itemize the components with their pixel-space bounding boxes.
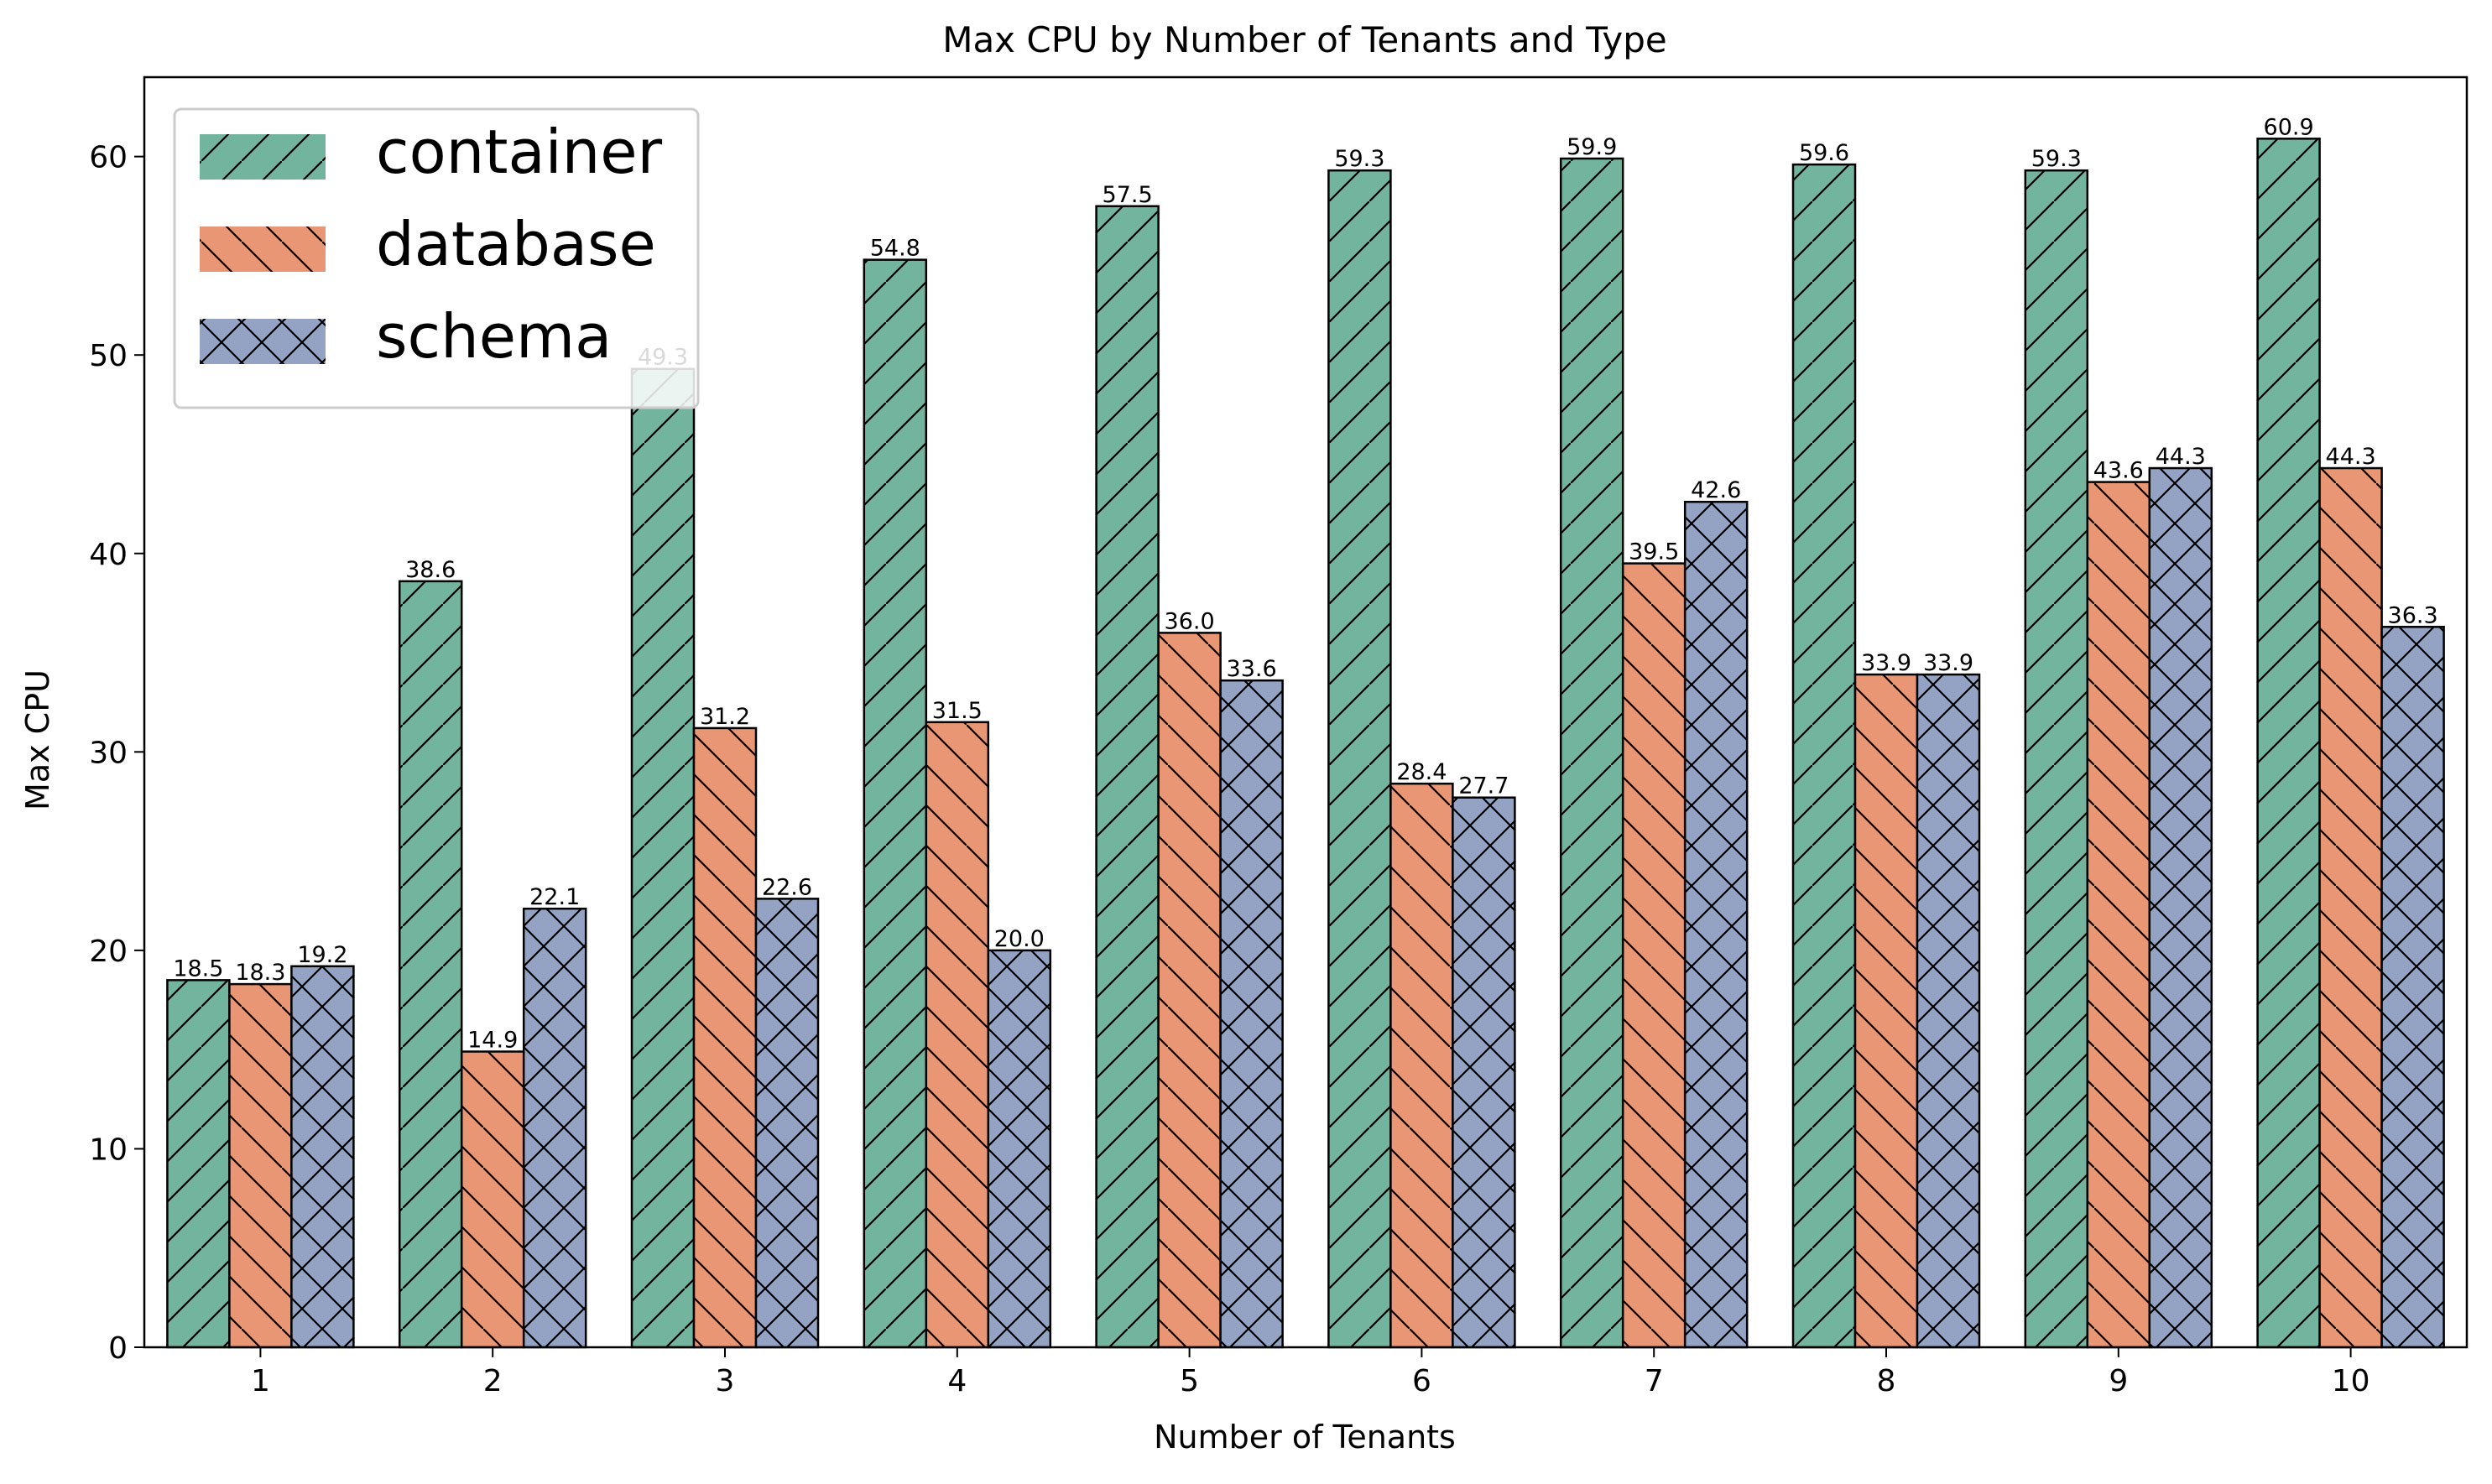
data-label-database-5: 36.0 (1165, 608, 1215, 634)
data-label-database-2: 14.9 (467, 1028, 518, 1054)
data-label-database-9: 43.6 (2093, 458, 2144, 484)
bar-schema-7 (1683, 500, 1749, 1349)
bar-container-8 (1791, 163, 1857, 1349)
bar-container-2 (398, 580, 463, 1349)
data-label-database-4: 31.5 (932, 698, 983, 724)
bar-schema-2 (522, 907, 587, 1349)
bar-container-4 (863, 258, 928, 1349)
bar-schema-10 (2380, 626, 2445, 1349)
x-tick-label-1: 1 (251, 1364, 270, 1398)
data-label-schema-8: 33.9 (1923, 650, 1973, 676)
bar-container-10 (2256, 138, 2321, 1349)
data-label-schema-7: 42.6 (1691, 477, 1741, 503)
data-label-container-5: 57.5 (1103, 182, 1153, 208)
data-label-database-6: 28.4 (1396, 759, 1447, 785)
data-label-database-1: 18.3 (235, 960, 285, 986)
bar-schema-9 (2148, 466, 2213, 1349)
bar-database-8 (1853, 673, 1919, 1349)
x-tick-label-5: 5 (1180, 1364, 1199, 1398)
x-axis-label: Number of Tenants (1154, 1419, 1456, 1455)
chart-title: Max CPU by Number of Tenants and Type (942, 19, 1667, 60)
bar-database-3 (692, 726, 758, 1349)
data-label-schema-10: 36.3 (2388, 602, 2438, 628)
legend-label-container: container (376, 117, 663, 187)
data-label-schema-2: 22.1 (529, 884, 580, 910)
y-tick-label-0: 0 (108, 1331, 128, 1366)
y-tick-label-40: 40 (89, 538, 128, 572)
data-label-schema-6: 27.7 (1458, 773, 1509, 799)
bar-database-9 (2086, 481, 2151, 1349)
axes-layer: 1 2 3 4 5 6 7 8 9 10 0 10 20 30 40 50 60 (89, 76, 2469, 1398)
data-label-database-10: 44.3 (2326, 444, 2376, 470)
bar-database-2 (460, 1050, 525, 1349)
bar-schema-5 (1219, 679, 1284, 1349)
y-tick-label-60: 60 (89, 141, 128, 175)
data-label-database-3: 31.2 (700, 704, 750, 730)
y-tick-label-10: 10 (89, 1133, 128, 1167)
data-label-schema-4: 20.0 (994, 926, 1045, 952)
bar-database-5 (1157, 632, 1222, 1349)
bar-database-6 (1389, 782, 1454, 1349)
bar-container-9 (2024, 169, 2089, 1349)
bars-layer (166, 138, 2445, 1349)
data-label-database-7: 39.5 (1629, 539, 1679, 565)
y-tick-label-50: 50 (89, 339, 128, 373)
data-labels-layer: 18.518.319.238.614.922.149.331.222.654.8… (173, 114, 2437, 1053)
x-tick-label-3: 3 (716, 1364, 735, 1398)
legend-swatch-schema (200, 319, 326, 364)
bar-container-6 (1327, 169, 1392, 1349)
plot-frame (143, 76, 2469, 1349)
data-label-container-9: 59.3 (2031, 146, 2082, 172)
data-label-container-7: 59.9 (1567, 134, 1617, 160)
bar-container-1 (166, 979, 231, 1349)
x-tick-label-2: 2 (483, 1364, 503, 1398)
legend: container database schema (173, 107, 700, 409)
y-tick-label-30: 30 (89, 736, 128, 770)
data-label-schema-5: 33.6 (1227, 656, 1277, 682)
data-label-container-2: 38.6 (405, 557, 456, 583)
bar-container-7 (1559, 157, 1624, 1349)
legend-swatch-database (200, 227, 326, 272)
bar-schema-1 (290, 965, 355, 1349)
data-label-container-6: 59.3 (1334, 146, 1384, 172)
data-label-schema-1: 19.2 (297, 942, 347, 968)
x-tick-label-7: 7 (1645, 1364, 1664, 1398)
data-label-schema-9: 44.3 (2156, 444, 2206, 470)
y-tick-label-20: 20 (89, 935, 128, 969)
bar-database-10 (2318, 466, 2383, 1349)
bar-container-5 (1095, 205, 1160, 1349)
data-label-database-8: 33.9 (1861, 650, 1911, 676)
data-label-container-10: 60.9 (2264, 114, 2314, 140)
x-tick-label-6: 6 (1412, 1364, 1431, 1398)
bar-database-7 (1621, 562, 1687, 1349)
legend-label-database: database (376, 209, 656, 279)
bar-container-3 (630, 367, 696, 1349)
bar-database-1 (228, 982, 293, 1349)
bar-database-4 (925, 721, 990, 1349)
data-label-container-4: 54.8 (870, 236, 920, 262)
data-label-container-1: 18.5 (173, 955, 223, 982)
x-tick-label-10: 10 (2332, 1364, 2370, 1398)
data-label-schema-3: 22.6 (762, 874, 812, 900)
bar-schema-8 (1916, 673, 1981, 1349)
x-tick-label-9: 9 (2109, 1364, 2128, 1398)
x-tick-label-4: 4 (947, 1364, 967, 1398)
legend-label-schema: schema (376, 301, 612, 372)
bar-schema-3 (754, 898, 820, 1349)
bar-schema-4 (987, 949, 1052, 1349)
legend-swatch-container (200, 134, 326, 180)
y-axis-label: Max CPU (19, 669, 56, 810)
bar-schema-6 (1452, 796, 1516, 1349)
x-tick-label-8: 8 (1877, 1364, 1896, 1398)
data-label-container-8: 59.6 (1799, 140, 1849, 166)
